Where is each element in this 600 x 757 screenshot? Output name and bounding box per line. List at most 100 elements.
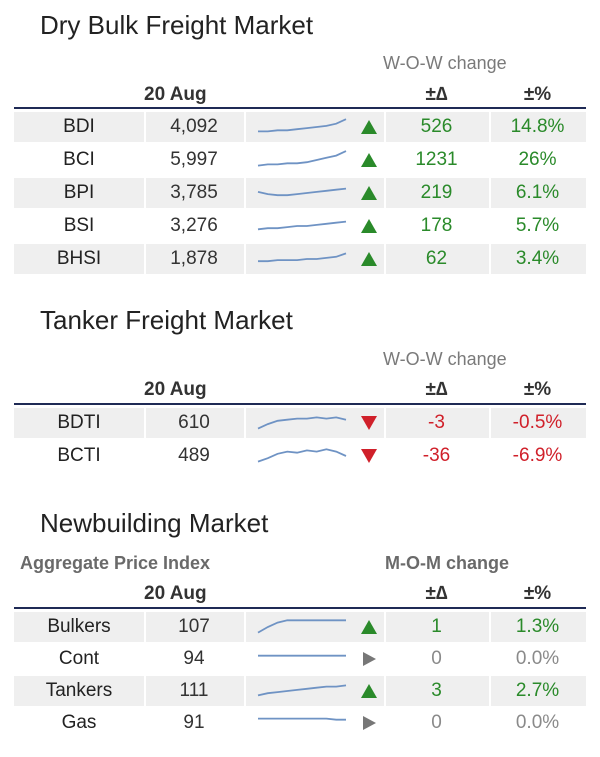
sparkline <box>258 118 347 133</box>
delta-value: 0 <box>431 648 442 669</box>
sparkline-path <box>257 684 347 697</box>
sparkline-cell <box>244 408 354 438</box>
trend-arrow-cell <box>354 676 384 706</box>
index-value: 91 <box>183 712 205 733</box>
pct-value: 2.7% <box>515 680 560 701</box>
table-row: Cont 94 0 0.0% <box>14 644 586 674</box>
trend-arrow-cell <box>354 211 384 241</box>
tanker-delta-header: ±∆ <box>425 379 448 400</box>
column-separator <box>244 612 246 642</box>
trend-arrow-cell <box>354 244 384 274</box>
column-separator <box>144 441 146 471</box>
delta-value: 526 <box>420 116 453 137</box>
tanker-date-header: 20 Aug <box>144 379 207 400</box>
sparkline-path <box>257 619 346 634</box>
sparkline <box>257 220 347 231</box>
triangle-shape <box>361 120 377 134</box>
up-triangle-icon <box>361 186 377 200</box>
pct-value: -0.5% <box>512 412 563 433</box>
index-name: Cont <box>58 648 100 669</box>
index-name: Gas <box>61 712 97 733</box>
index-value: 107 <box>178 616 210 637</box>
index-value: 94 <box>183 648 205 669</box>
tanker-pct-header: ±% <box>523 379 552 400</box>
column-separator <box>384 145 386 175</box>
up-triangle-icon <box>361 153 377 167</box>
newbuild-pct-header: ±% <box>523 583 552 604</box>
column-separator <box>144 145 146 175</box>
column-separator <box>144 178 146 208</box>
column-separator <box>489 112 491 142</box>
right-triangle-icon <box>363 716 376 730</box>
up-triangle-icon <box>361 252 377 266</box>
delta-value: 178 <box>420 215 453 236</box>
newbuild-header-rule <box>14 607 586 609</box>
column-separator <box>244 708 246 738</box>
sparkline-cell <box>244 441 354 471</box>
column-separator <box>144 612 146 642</box>
index-value: 3,276 <box>170 215 218 236</box>
trend-arrow-cell <box>354 145 384 175</box>
column-separator <box>244 644 246 674</box>
pct-value: 0.0% <box>515 648 560 669</box>
column-separator <box>384 612 386 642</box>
sparkline-path <box>257 150 347 167</box>
sparkline <box>258 717 346 721</box>
index-name: BDI <box>63 116 95 137</box>
dry-bulk-pct-header: ±% <box>523 84 552 105</box>
column-separator <box>144 644 146 674</box>
sparkline-path <box>257 416 347 430</box>
tanker-title: Tanker Freight Market <box>40 305 293 335</box>
sparkline-cell <box>244 708 354 738</box>
index-name: BSI <box>63 215 95 236</box>
delta-value: 62 <box>425 248 448 269</box>
index-value: 111 <box>179 680 209 701</box>
column-separator <box>244 244 246 274</box>
index-value: 3,785 <box>170 182 218 203</box>
index-name: Tankers <box>45 680 113 701</box>
sparkline-path <box>257 448 347 463</box>
column-separator <box>384 676 386 706</box>
down-triangle-icon <box>361 449 377 463</box>
sparkline-path <box>258 252 347 263</box>
triangle-shape <box>363 652 376 666</box>
sparkline-path <box>257 187 347 197</box>
index-name: BCI <box>63 149 95 170</box>
column-separator <box>489 612 491 642</box>
table-row: BHSI 1,878 62 3.4% <box>14 244 586 274</box>
table-row: BPI 3,785 219 6.1% <box>14 178 586 208</box>
column-separator <box>384 211 386 241</box>
column-separator <box>144 676 146 706</box>
column-separator <box>489 145 491 175</box>
pct-value: -6.9% <box>512 445 563 466</box>
delta-value: 3 <box>431 680 442 701</box>
index-name: BHSI <box>56 248 102 269</box>
table-row: Gas 91 0 0.0% <box>14 708 586 738</box>
column-separator <box>244 178 246 208</box>
up-triangle-icon <box>361 120 377 134</box>
up-triangle-icon <box>361 620 377 634</box>
delta-value: 0 <box>431 712 442 733</box>
sparkline-path <box>257 220 347 231</box>
column-separator <box>489 408 491 438</box>
delta-value: -3 <box>428 412 445 433</box>
sparkline-cell <box>244 211 354 241</box>
triangle-shape <box>361 620 377 634</box>
triangle-shape <box>361 416 377 430</box>
pct-value: 0.0% <box>515 712 560 733</box>
table-row: BCI 5,997 1231 26% <box>14 145 586 175</box>
sparkline-cell <box>244 644 354 674</box>
sparkline-cell <box>244 244 354 274</box>
column-separator <box>244 676 246 706</box>
sparkline-cell <box>244 676 354 706</box>
delta-value: 1231 <box>415 149 458 170</box>
table-row: BDI 4,092 526 14.8% <box>14 112 586 142</box>
sparkline <box>257 619 346 634</box>
newbuild-date-header: 20 Aug <box>144 583 207 604</box>
column-separator <box>384 244 386 274</box>
column-separator <box>244 211 246 241</box>
sparkline <box>257 684 347 697</box>
trend-arrow-cell <box>354 408 384 438</box>
sparkline-cell <box>244 178 354 208</box>
sparkline-path <box>258 118 347 133</box>
